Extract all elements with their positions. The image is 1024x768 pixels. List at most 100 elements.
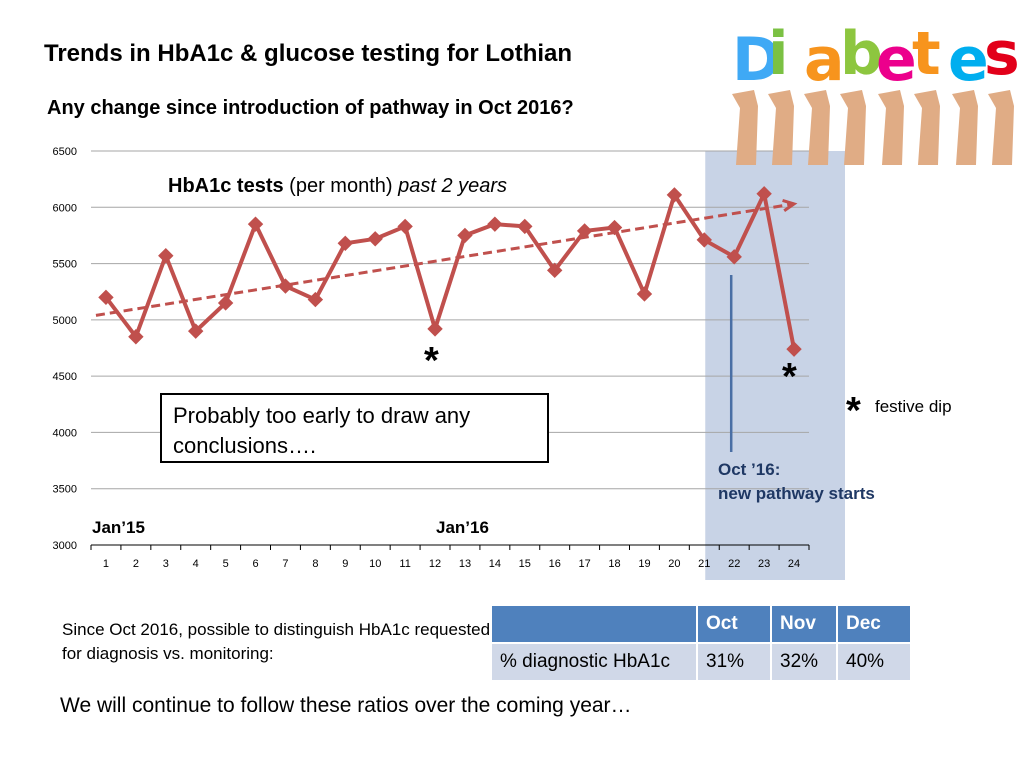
chart-title-normal: (per month) — [289, 175, 393, 197]
chart-title-bold: HbA1c tests — [168, 175, 284, 197]
pathway-highlight-region — [705, 151, 845, 580]
table-header-cell — [492, 606, 696, 642]
x-tick-label: 13 — [459, 558, 471, 570]
logo-letter: D — [732, 25, 782, 95]
data-point — [427, 321, 443, 337]
star-mark-dec16: * — [782, 356, 797, 398]
x-tick-label: 4 — [193, 558, 199, 570]
data-point — [517, 218, 533, 235]
x-tick-label: 11 — [399, 558, 410, 570]
data-point — [307, 291, 324, 308]
pathway-label-line2: new pathway starts — [718, 484, 875, 503]
data-point — [158, 247, 174, 264]
y-tick-label: 6000 — [53, 202, 77, 214]
hand-icon — [768, 90, 794, 165]
data-point — [696, 232, 712, 248]
table-cell: 40% — [838, 644, 910, 680]
y-tick-label: 6500 — [53, 146, 77, 158]
logo-letter: a — [804, 25, 845, 95]
x-tick-label: 9 — [342, 558, 348, 570]
hand-icon — [732, 90, 758, 165]
logo-letter: s — [984, 19, 1020, 89]
data-point — [98, 289, 114, 306]
y-tick-label: 5500 — [53, 259, 77, 271]
annotation-jan15: Jan’15 — [92, 518, 145, 537]
data-point — [457, 227, 473, 244]
x-tick-label: 14 — [489, 558, 501, 570]
x-tick-label: 19 — [638, 558, 650, 570]
data-point — [576, 223, 593, 239]
note-box: Probably too early to draw any conclusio… — [160, 393, 549, 463]
x-tick-label: 10 — [369, 558, 381, 570]
chart-title: HbA1c tests (per month) past 2 years — [168, 175, 507, 198]
data-point — [726, 249, 742, 265]
data-point — [277, 278, 294, 294]
legend-star-icon: * — [846, 390, 861, 432]
series-line — [104, 191, 797, 350]
table-cell: 31% — [698, 644, 770, 680]
x-tick-label: 2 — [133, 558, 139, 570]
pathway-label-line1: Oct ’16: — [718, 460, 781, 479]
diagnostic-ratio-table: Oct Nov Dec % diagnostic HbA1c 31% 32% 4… — [490, 604, 912, 682]
x-tick-label: 5 — [223, 558, 229, 570]
x-tick-label: 23 — [758, 558, 770, 570]
data-point — [247, 216, 264, 232]
data-point — [547, 262, 563, 279]
chart-title-italic: past 2 years — [398, 175, 508, 197]
x-tick-label: 20 — [668, 558, 680, 570]
data-point — [606, 219, 623, 236]
table-row: % diagnostic HbA1c 31% 32% 40% — [492, 644, 910, 680]
slide-title: Trends in HbA1c & glucose testing for Lo… — [44, 40, 573, 67]
star-mark-jan16: * — [424, 340, 439, 382]
slide-subtitle: Any change since introduction of pathway… — [47, 97, 574, 119]
data-point — [487, 216, 503, 232]
table-cell: 32% — [772, 644, 836, 680]
logo-letter: b — [840, 19, 883, 89]
table-header-cell: Nov — [772, 606, 836, 642]
x-tick-label: 22 — [728, 558, 740, 570]
x-tick-label: 21 — [698, 558, 710, 570]
data-point — [337, 235, 353, 252]
data-point — [128, 329, 144, 345]
logo-letter: t — [912, 19, 941, 89]
x-tick-label: 12 — [429, 558, 441, 570]
hand-icon — [804, 90, 830, 165]
y-tick-label: 3500 — [53, 484, 77, 496]
x-tick-label: 6 — [252, 558, 258, 570]
annotation-jan16: Jan’16 — [436, 518, 489, 537]
logo-letter: e — [948, 25, 989, 95]
follow-up-text: We will continue to follow these ratios … — [60, 694, 632, 717]
hand-icon — [952, 90, 978, 165]
x-tick-label: 1 — [103, 558, 109, 570]
data-point — [188, 323, 204, 339]
data-point — [397, 218, 413, 235]
data-point — [367, 231, 383, 247]
data-point — [666, 187, 683, 203]
x-tick-label: 16 — [549, 558, 561, 570]
hand-icon — [914, 90, 940, 165]
data-point — [636, 286, 653, 302]
x-tick-label: 17 — [579, 558, 591, 570]
table-header-row: Oct Nov Dec — [492, 606, 910, 642]
legend-festive-dip: festive dip — [875, 397, 952, 416]
x-tick-label: 7 — [282, 558, 288, 570]
x-tick-label: 24 — [788, 558, 800, 570]
hand-icon — [878, 90, 904, 165]
table-cell: % diagnostic HbA1c — [492, 644, 696, 680]
logo-letter: e — [876, 25, 917, 95]
data-point — [786, 341, 802, 357]
table-header-cell: Dec — [838, 606, 910, 642]
trendline-arrow-icon — [782, 199, 798, 212]
trendline — [95, 202, 795, 317]
y-tick-label: 5000 — [53, 315, 77, 327]
x-tick-label: 15 — [519, 558, 531, 570]
pathway-start-label: Oct ’16: new pathway starts — [718, 458, 875, 506]
y-tick-label: 3000 — [53, 540, 77, 552]
y-tick-label: 4500 — [53, 371, 77, 383]
table-header-cell: Oct — [698, 606, 770, 642]
logo-letter: i — [768, 19, 789, 89]
y-tick-label: 4000 — [53, 427, 77, 439]
x-tick-label: 3 — [163, 558, 169, 570]
x-tick-label: 8 — [312, 558, 318, 570]
